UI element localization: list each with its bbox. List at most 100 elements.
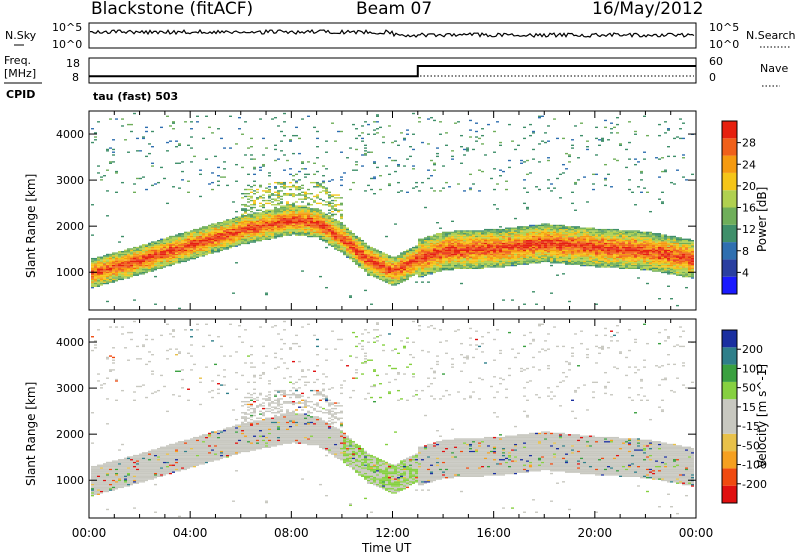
power-cell	[592, 259, 595, 261]
power-cell	[388, 262, 391, 264]
power-cell	[289, 212, 292, 214]
power-cell	[250, 241, 253, 243]
power-cell	[586, 257, 589, 260]
power-cell	[613, 228, 616, 231]
power-cell	[613, 238, 616, 240]
power-cell	[91, 275, 94, 278]
power-cell	[304, 168, 307, 170]
power-cell	[163, 255, 166, 257]
power-cell	[508, 123, 511, 126]
power-cell	[454, 233, 457, 235]
power-cell	[472, 231, 475, 234]
power-cell	[352, 237, 355, 239]
power-cell	[274, 220, 277, 223]
power-cell	[166, 253, 169, 256]
power-cell	[262, 231, 265, 234]
power-cell	[367, 267, 370, 270]
power-cell	[511, 252, 514, 254]
power-cell	[400, 253, 403, 256]
power-cell	[400, 259, 403, 261]
power-cell	[256, 226, 259, 228]
power-cell	[343, 246, 346, 249]
power-cell	[442, 266, 445, 268]
power-cell	[139, 249, 142, 252]
power-cell	[532, 130, 535, 133]
power-cell	[550, 251, 553, 253]
power-cell	[472, 241, 475, 243]
power-cell	[322, 239, 325, 242]
power-cell	[595, 245, 598, 247]
power-cell	[493, 235, 496, 238]
power-cell	[232, 223, 235, 225]
power-cell	[403, 257, 406, 260]
power-cell	[115, 263, 118, 265]
power-cell	[307, 161, 310, 163]
power-cell	[154, 269, 157, 271]
power-cell	[544, 132, 547, 134]
power-cell	[244, 216, 247, 218]
power-cell	[481, 237, 484, 239]
power-cell	[475, 257, 478, 260]
power-cell	[109, 271, 112, 274]
power-cell	[535, 237, 538, 239]
power-cell	[208, 227, 211, 229]
power-cell	[439, 238, 442, 240]
power-cell	[289, 220, 292, 223]
power-cell	[295, 213, 298, 216]
power-cell	[586, 248, 589, 250]
power-cell	[169, 256, 172, 258]
power-cell	[574, 231, 577, 234]
power-cell	[256, 235, 259, 238]
power-cell	[109, 262, 112, 264]
power-cell	[148, 267, 151, 270]
date-title: 16/May/2012	[592, 0, 704, 19]
power-cell	[214, 223, 217, 225]
power-cell	[169, 235, 172, 238]
power-cell	[613, 253, 616, 256]
power-cell	[262, 190, 265, 192]
power-cell	[601, 137, 604, 140]
power-cell	[586, 241, 589, 243]
power-cell	[547, 230, 550, 232]
power-cell	[484, 154, 487, 156]
power-cell	[397, 191, 400, 193]
power-cell	[526, 208, 529, 210]
power-cell	[184, 233, 187, 235]
power-cell	[529, 244, 532, 246]
power-cell	[352, 253, 355, 256]
power-cell	[475, 251, 478, 253]
power-cell	[607, 238, 610, 240]
power-cell	[550, 292, 553, 294]
power-cell	[328, 234, 331, 236]
power-cell	[289, 219, 292, 221]
power-cell	[595, 231, 598, 234]
power-cell	[367, 151, 370, 153]
power-cell	[586, 246, 589, 249]
power-cell	[325, 233, 328, 235]
power-cell	[154, 244, 157, 246]
power-cell	[109, 259, 112, 261]
power-cell	[517, 228, 520, 231]
power-cell	[271, 235, 274, 238]
power-cell	[427, 262, 430, 264]
power-cell	[196, 241, 199, 243]
power-cell	[112, 266, 115, 268]
power-cell	[364, 269, 367, 271]
power-cell	[325, 213, 328, 216]
power-cell	[424, 270, 427, 272]
power-cell	[103, 255, 106, 257]
power-cell	[466, 249, 469, 252]
power-cell	[532, 226, 535, 228]
power-cell	[424, 237, 427, 239]
power-cell	[253, 231, 256, 234]
power-cell	[577, 235, 580, 238]
power-cell	[139, 256, 142, 258]
power-cell	[487, 266, 490, 268]
power-cell	[397, 280, 400, 282]
power-cell	[445, 252, 448, 254]
power-cell	[127, 275, 130, 278]
power-cell	[475, 266, 478, 268]
power-cell	[334, 197, 337, 199]
power-cell	[403, 255, 406, 257]
power-cell	[421, 267, 424, 270]
